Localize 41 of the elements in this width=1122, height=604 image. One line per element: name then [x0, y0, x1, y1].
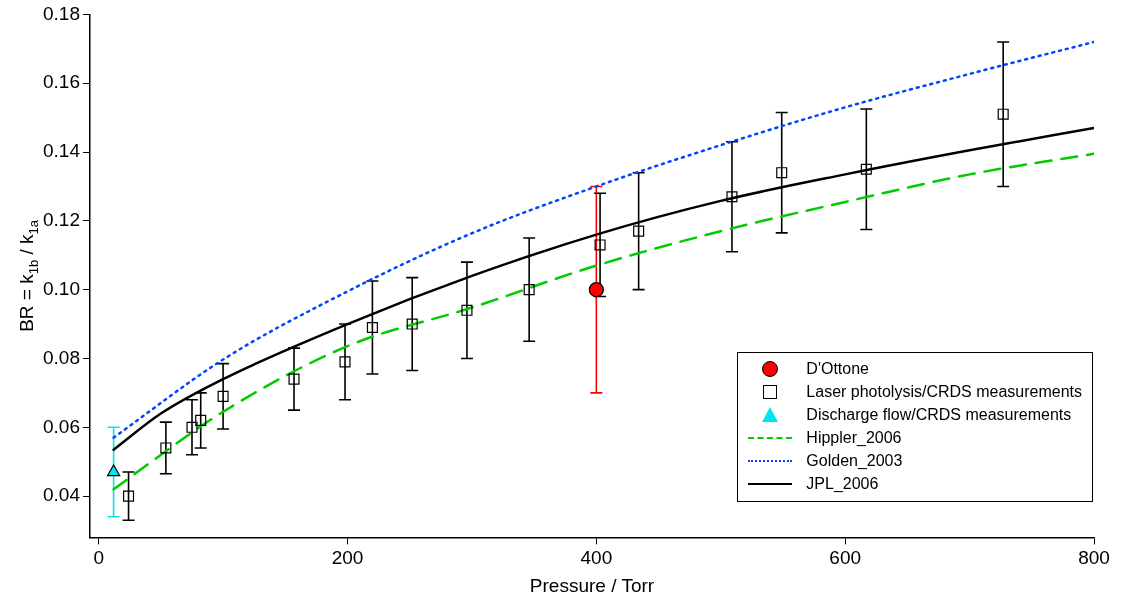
y-tick-label: 0.12 — [43, 209, 80, 231]
point — [594, 239, 606, 251]
point — [339, 356, 351, 368]
x-tick-label: 800 — [1078, 547, 1110, 569]
point — [288, 373, 300, 385]
point — [997, 108, 1009, 120]
y-axis-title: BR = k1b / k1a — [16, 219, 41, 332]
y-tick-label: 0.10 — [43, 277, 80, 299]
y-tick-label: 0.14 — [43, 140, 81, 162]
point — [726, 191, 738, 203]
point — [195, 414, 207, 426]
y-tick-label: 0.06 — [43, 415, 80, 437]
legend-label: Laser photolysis/CRDS measurements — [806, 382, 1082, 403]
legend-label: JPL_2006 — [806, 474, 879, 495]
point — [217, 390, 229, 402]
x-axis-title: Pressure / Torr — [529, 574, 655, 596]
legend-label: Discharge flow/CRDS measurements — [806, 405, 1072, 426]
point — [776, 167, 788, 179]
point — [160, 442, 172, 454]
x-tick-label: 0 — [93, 547, 104, 569]
x-tick-label: 600 — [829, 547, 862, 569]
point — [860, 163, 872, 175]
point — [186, 421, 198, 433]
point — [461, 304, 473, 316]
point — [106, 464, 121, 477]
x-tick-label: 200 — [331, 547, 364, 569]
y-tick-label: 0.08 — [43, 346, 80, 368]
y-tick-label: 0.18 — [43, 2, 80, 24]
legend-label: Hippler_2006 — [806, 428, 902, 449]
y-tick-label: 0.16 — [43, 71, 80, 93]
point — [406, 318, 418, 330]
point — [366, 321, 378, 334]
point — [523, 284, 535, 296]
legend-label: Golden_2003 — [806, 451, 903, 472]
y-tick-label: 0.04 — [43, 484, 81, 506]
x-tick-label: 400 — [580, 547, 613, 569]
point — [123, 490, 135, 502]
point — [633, 225, 645, 237]
point — [588, 282, 604, 298]
line-series — [112, 152, 1094, 491]
legend-label: D'Ottone — [806, 359, 869, 380]
